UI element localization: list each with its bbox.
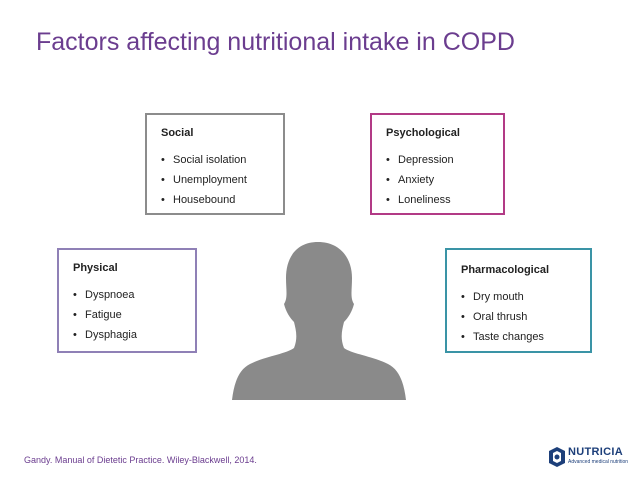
- list-item: Taste changes: [461, 330, 544, 350]
- pharmacological-factors-box: Pharmacological Dry mouth Oral thrush Ta…: [445, 248, 592, 353]
- logo-tagline: Advanced medical nutrition: [568, 459, 629, 465]
- list-item: Dysphagia: [73, 328, 137, 348]
- pharmacological-list: Dry mouth Oral thrush Taste changes: [461, 290, 544, 350]
- social-heading: Social: [161, 127, 194, 139]
- person-silhouette-icon: [232, 242, 406, 400]
- psychological-factors-box: Psychological Depression Anxiety Lonelin…: [370, 113, 505, 215]
- social-factors-box: Social Social isolation Unemployment Hou…: [145, 113, 285, 215]
- psychological-list: Depression Anxiety Loneliness: [386, 153, 454, 213]
- nutricia-logo-icon: [549, 447, 565, 467]
- list-item: Social isolation: [161, 153, 247, 173]
- list-item: Dyspnoea: [73, 288, 137, 308]
- page-title: Factors affecting nutritional intake in …: [36, 28, 515, 56]
- list-item: Dry mouth: [461, 290, 544, 310]
- list-item: Housebound: [161, 193, 247, 213]
- physical-list: Dyspnoea Fatigue Dysphagia: [73, 288, 137, 348]
- list-item: Anxiety: [386, 173, 454, 193]
- citation: Gandy. Manual of Dietetic Practice. Wile…: [24, 455, 257, 465]
- psychological-heading: Psychological: [386, 127, 460, 139]
- physical-factors-box: Physical Dyspnoea Fatigue Dysphagia: [57, 248, 197, 353]
- logo-name: NUTRICIA: [568, 446, 623, 458]
- social-list: Social isolation Unemployment Housebound: [161, 153, 247, 213]
- list-item: Loneliness: [386, 193, 454, 213]
- list-item: Oral thrush: [461, 310, 544, 330]
- nutricia-logo: NUTRICIA Advanced medical nutrition: [548, 444, 632, 470]
- pharmacological-heading: Pharmacological: [461, 264, 550, 276]
- list-item: Depression: [386, 153, 454, 173]
- list-item: Unemployment: [161, 173, 247, 193]
- list-item: Fatigue: [73, 308, 137, 328]
- physical-heading: Physical: [73, 262, 118, 274]
